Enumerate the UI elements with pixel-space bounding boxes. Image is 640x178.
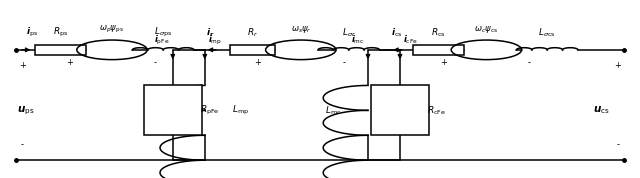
Text: +: + (614, 61, 621, 70)
Text: $\bfit{i}_{\rm pFe}$: $\bfit{i}_{\rm pFe}$ (154, 33, 170, 47)
Text: -: - (21, 140, 24, 149)
Bar (35, 44, 86, 55)
Text: -: - (616, 140, 619, 149)
Text: $L_{\sigma\rm ps}$: $L_{\sigma\rm ps}$ (154, 26, 172, 40)
Text: -: - (342, 58, 345, 67)
Text: $L_{\sigma r}$: $L_{\sigma r}$ (342, 27, 356, 39)
Text: $R_{\rm cs}$: $R_{\rm cs}$ (431, 27, 445, 39)
Text: $R_r$: $R_r$ (247, 27, 259, 39)
Text: $\omega_p\psi_{\rm ps}$: $\omega_p\psi_{\rm ps}$ (99, 24, 125, 35)
Text: $\bfit{i}_{\rm ps}$: $\bfit{i}_{\rm ps}$ (26, 26, 38, 40)
Bar (371, 85, 429, 135)
Text: -: - (154, 58, 156, 67)
Text: $\bfit{i}_r$: $\bfit{i}_r$ (205, 27, 214, 39)
Text: $L_{\rm mc}$: $L_{\rm mc}$ (325, 104, 341, 117)
Text: +: + (66, 58, 72, 67)
Text: -: - (528, 58, 531, 67)
Text: $R_{\rm cFe}$: $R_{\rm cFe}$ (427, 104, 446, 117)
Text: $L_{\rm mp}$: $L_{\rm mp}$ (232, 104, 248, 117)
Text: $\bfit{i}_{\rm cs}$: $\bfit{i}_{\rm cs}$ (391, 27, 403, 39)
Text: $\bfit{i}_{\rm mp}$: $\bfit{i}_{\rm mp}$ (208, 33, 222, 47)
Text: $\bfit{u}_{\rm ps}$: $\bfit{u}_{\rm ps}$ (17, 104, 35, 117)
Text: $L_{\sigma\rm cs}$: $L_{\sigma\rm cs}$ (538, 27, 556, 39)
Bar (413, 44, 464, 55)
Text: $\bfit{i}_{\rm cFe}$: $\bfit{i}_{\rm cFe}$ (403, 34, 418, 46)
Text: +: + (255, 58, 261, 67)
Bar (230, 44, 275, 55)
Text: $R_{\rm ps}$: $R_{\rm ps}$ (53, 26, 68, 40)
Text: $\omega_c\psi_{\rm cs}$: $\omega_c\psi_{\rm cs}$ (474, 24, 499, 35)
Text: +: + (440, 58, 447, 67)
Text: $\bfit{i}_{\rm mc}$: $\bfit{i}_{\rm mc}$ (351, 34, 365, 46)
Text: +: + (19, 61, 26, 70)
Bar (144, 85, 202, 135)
Text: $\bfit{u}_{\rm cs}$: $\bfit{u}_{\rm cs}$ (593, 104, 610, 116)
Text: $\omega_s\psi_r$: $\omega_s\psi_r$ (291, 24, 311, 35)
Text: $R_{\rm pFe}$: $R_{\rm pFe}$ (200, 104, 219, 117)
